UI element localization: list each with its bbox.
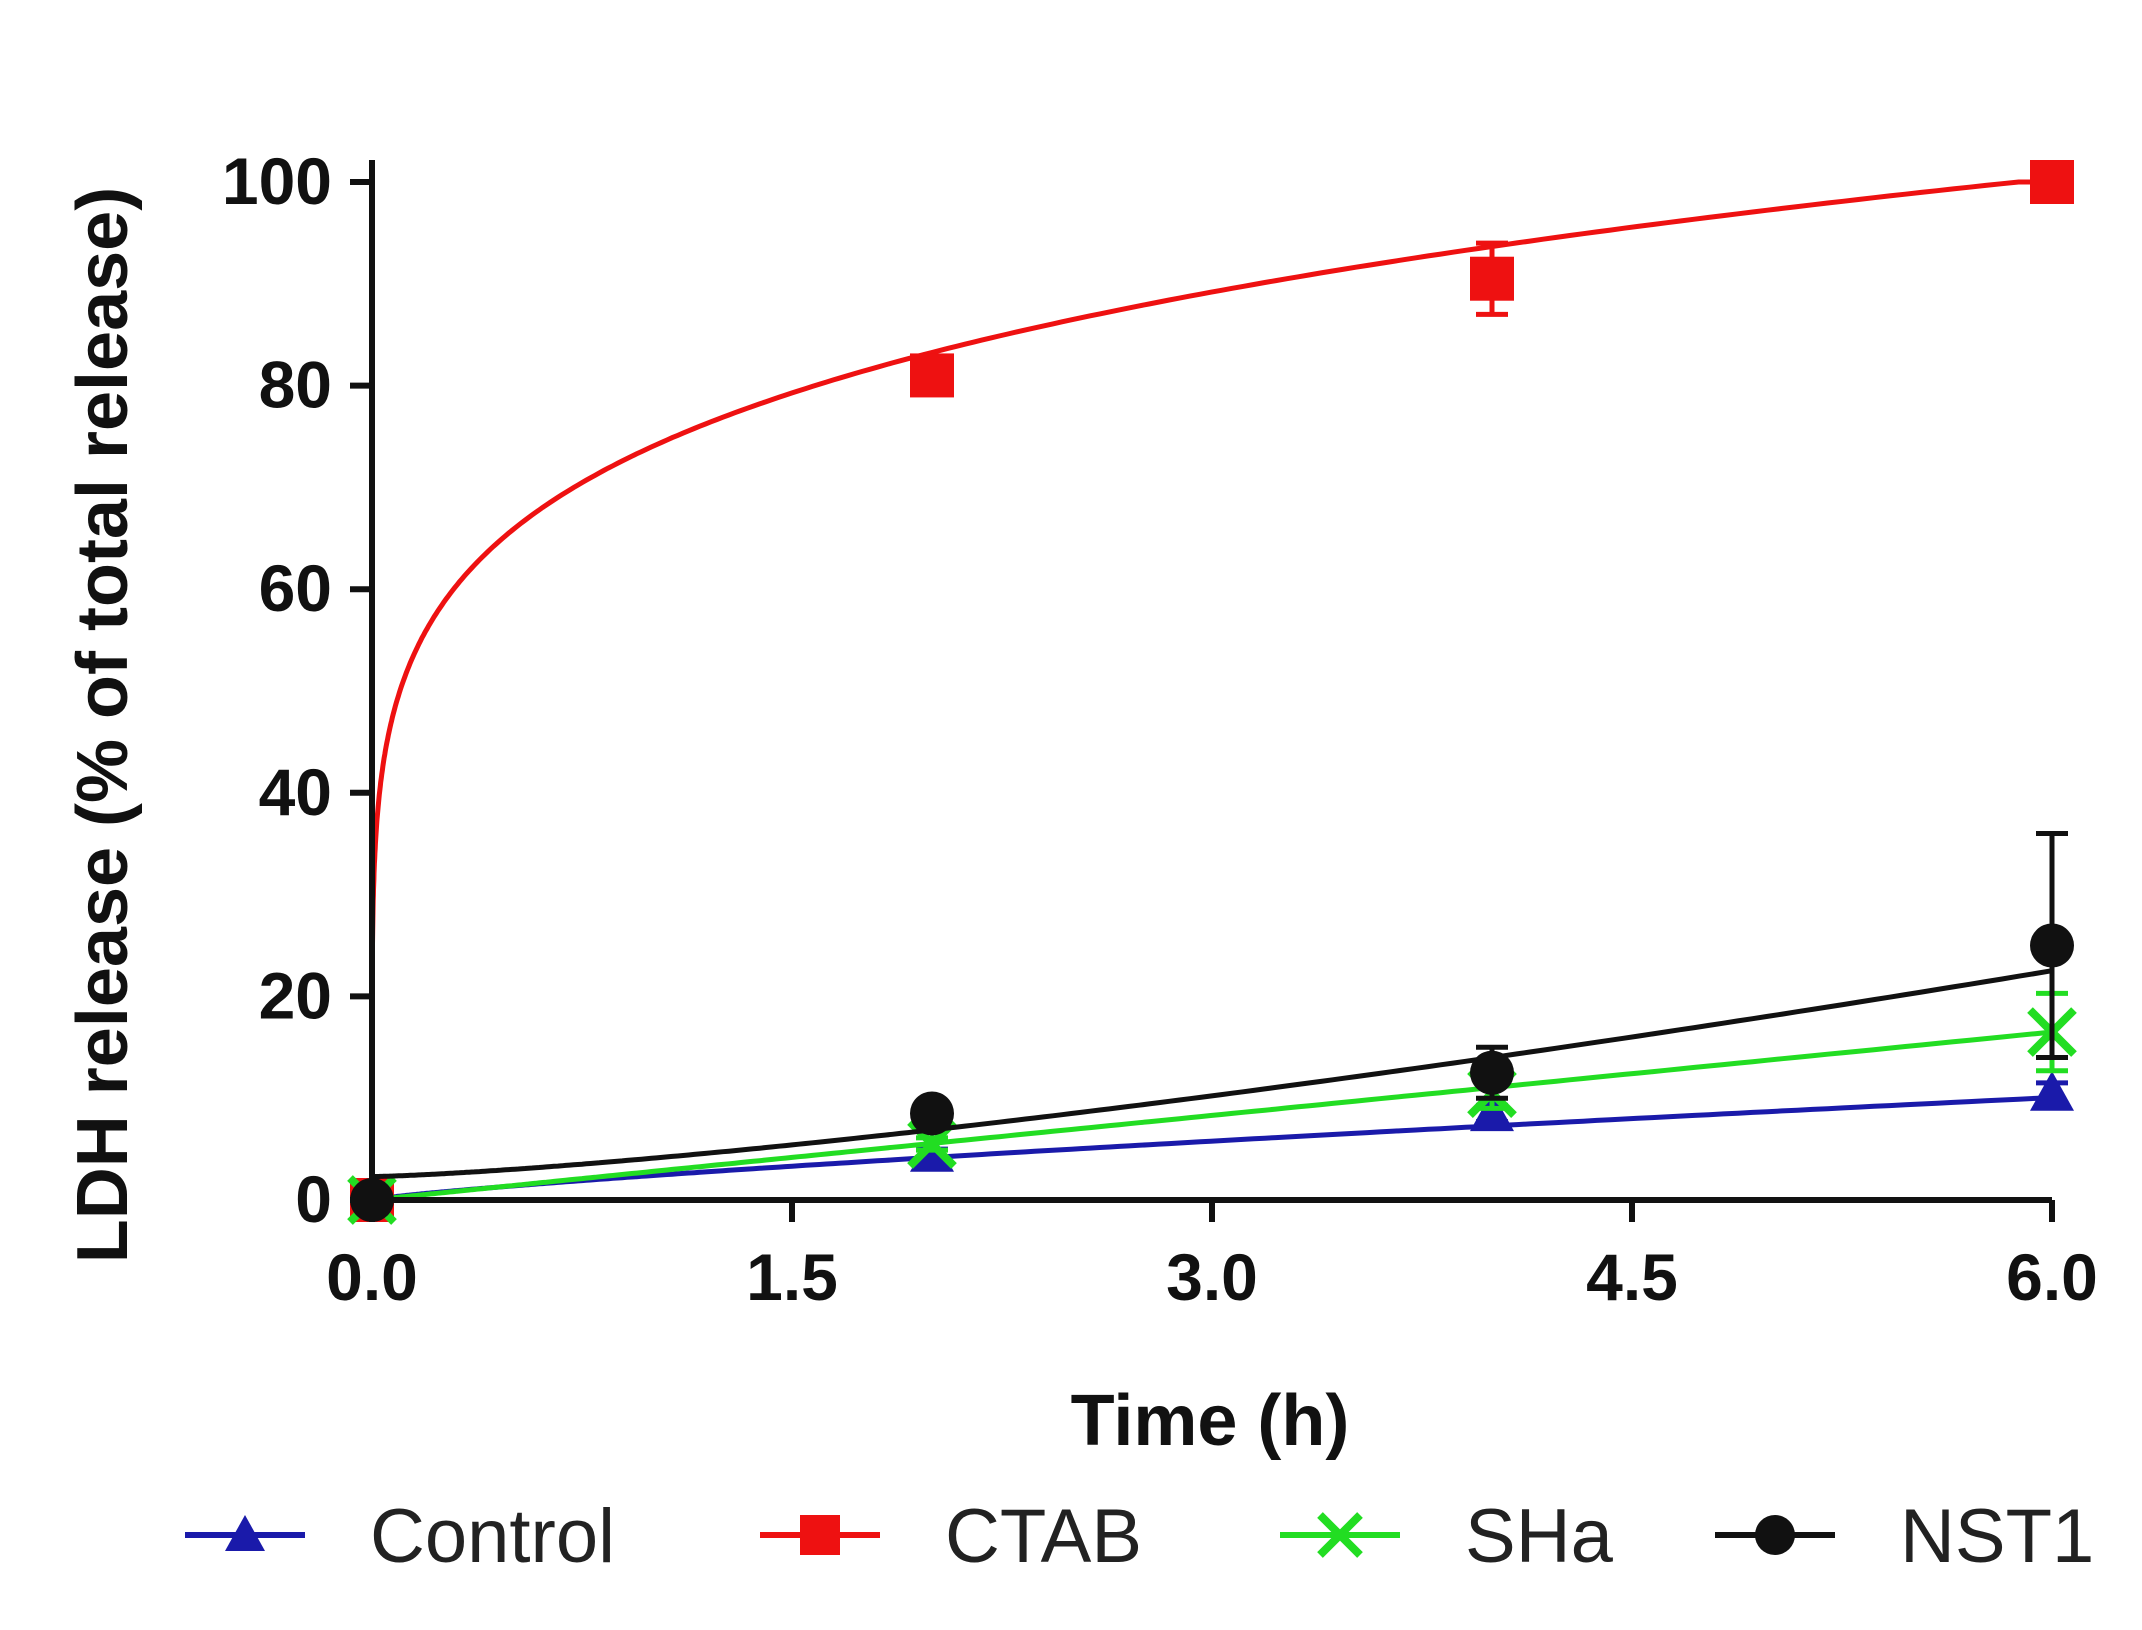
data-point-nst1 <box>2030 923 2074 968</box>
series-nst1 <box>350 831 2074 1222</box>
marker-stroke <box>1317 1512 1363 1558</box>
x-tick-label: 6.0 <box>2006 1240 2098 1314</box>
data-point-nst1 <box>910 1091 954 1136</box>
legend-marker-ctab <box>800 1515 840 1555</box>
x-tick-label: 1.5 <box>746 1240 838 1314</box>
plot-area <box>347 160 2077 1225</box>
data-point-ctab <box>1470 256 1514 301</box>
y-axis-title: LDH release (% of total release) <box>63 187 143 1263</box>
legend-label-ctab: CTAB <box>945 1494 1142 1579</box>
x-tick-label: 0.0 <box>326 1240 418 1314</box>
x-axis-title: Time (h) <box>1071 1381 1350 1461</box>
y-tick-label: 100 <box>222 144 332 218</box>
series-line-sha <box>370 1029 2053 1203</box>
legend-item-sha: SHa <box>1280 1494 1614 1579</box>
y-tick-label: 40 <box>259 755 332 829</box>
data-point-ctab <box>2030 160 2074 204</box>
legend-marker-sha <box>1317 1512 1363 1558</box>
y-tick-label: 0 <box>295 1162 332 1236</box>
y-tick-label: 60 <box>259 551 332 625</box>
axes: 0 20 40 60 80 100 0.0 1.5 3.0 4.5 6.0 <box>222 144 2098 1314</box>
series-control <box>350 1071 2074 1218</box>
x-tick-label: 4.5 <box>1586 1240 1678 1314</box>
x-tick-label: 3.0 <box>1166 1240 1258 1314</box>
data-point-control <box>2030 1071 2074 1111</box>
data-point-ctab <box>910 353 954 398</box>
legend-marker-nst1 <box>1755 1515 1795 1555</box>
data-point-control <box>1470 1091 1514 1132</box>
series-line-ctab <box>369 179 2052 1200</box>
legend-item-control: Control <box>185 1494 615 1579</box>
series-ctab <box>350 160 2074 1222</box>
legend-label-control: Control <box>370 1494 615 1579</box>
y-tick-label: 20 <box>259 958 332 1032</box>
legend: Control CTAB SHa NST1 <box>185 1494 2094 1579</box>
legend-marker-control <box>225 1515 265 1551</box>
legend-item-nst1: NST1 <box>1715 1494 2094 1579</box>
legend-label-nst1: NST1 <box>1900 1494 2094 1579</box>
legend-item-ctab: CTAB <box>760 1494 1142 1579</box>
legend-label-sha: SHa <box>1465 1494 1614 1579</box>
series-line-nst1 <box>372 968 2053 1180</box>
y-tick-label: 80 <box>259 348 332 422</box>
data-point-nst1 <box>1470 1050 1514 1095</box>
